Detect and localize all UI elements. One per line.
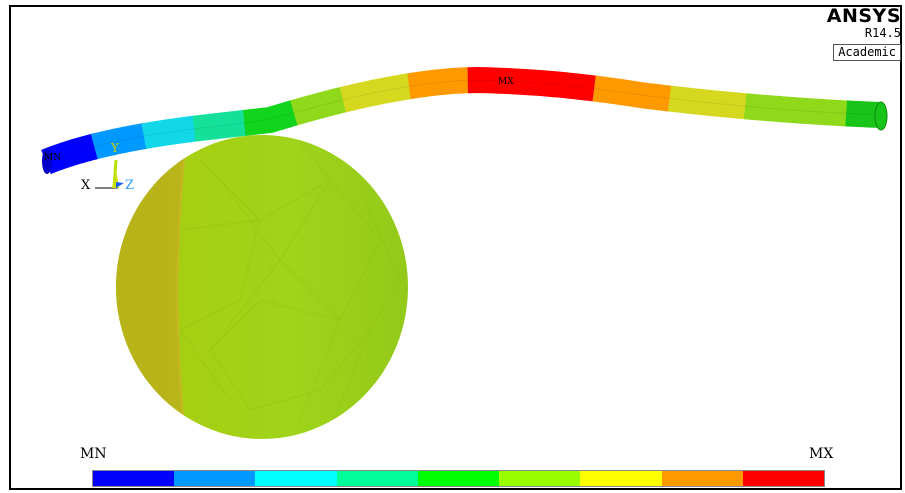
beam-contour-band-9: [467, 66, 598, 102]
triad-z-label: Z: [125, 178, 134, 193]
beam-contour-band-1: [41, 133, 99, 175]
beam-contour-band-2: [90, 123, 148, 160]
beam-outline: [45, 79, 881, 163]
legend-swatch-4: [336, 471, 418, 486]
legend-swatch-8: [661, 471, 743, 486]
brand-version: R14.5: [864, 26, 901, 40]
beam-tube[interactable]: [41, 66, 888, 175]
triad-y-label: Y: [110, 141, 120, 155]
beam-contour-band-12: [743, 93, 849, 127]
beam-contour-band-10: [592, 75, 673, 112]
license-badge: Academic: [833, 44, 901, 61]
brand-name: ANSYS: [826, 5, 901, 27]
min-marker: MN: [44, 153, 61, 163]
beam-contour-band-8: [407, 67, 470, 100]
beam-contour-band-4: [192, 109, 248, 142]
beam-contour-band-7: [339, 73, 413, 113]
beam-contour-band-11: [667, 85, 749, 120]
beam-contour-band-5: [243, 99, 299, 136]
contact-sphere[interactable]: [116, 130, 408, 440]
coordinate-triad: X Y Z: [81, 141, 134, 193]
ansys-branding: ANSYS R14.5 Academic: [827, 6, 901, 61]
legend-swatch-7: [580, 471, 662, 486]
beam-contour-band-6: [290, 86, 348, 126]
max-marker: MX: [498, 77, 514, 87]
beam-contour-band-3: [141, 115, 198, 149]
beam-start-cap: [42, 148, 52, 174]
legend-min-label: MN: [80, 446, 107, 462]
legend-swatch-2: [174, 471, 256, 486]
legend-swatch-6: [499, 471, 581, 486]
triad-x-label: X: [81, 178, 91, 193]
legend-swatch-1: [93, 471, 175, 486]
legend-swatch-3: [255, 471, 337, 486]
legend-swatch-9: [742, 471, 824, 486]
beam-end-cap: [874, 101, 888, 131]
legend-max-label: MX: [809, 446, 834, 462]
contour-legend-bar: [92, 470, 825, 487]
legend-swatch-5: [417, 471, 500, 486]
